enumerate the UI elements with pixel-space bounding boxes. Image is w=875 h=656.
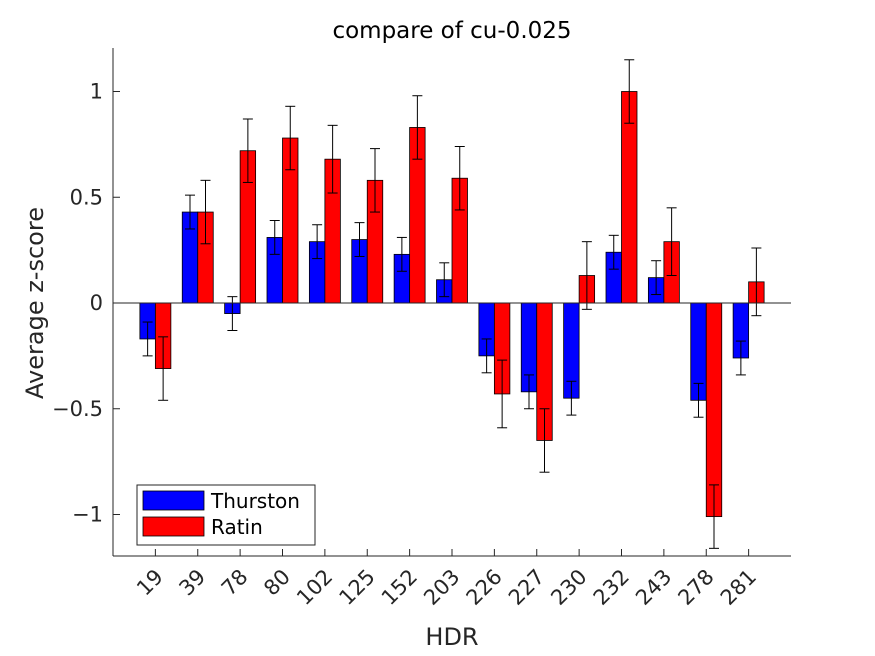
plot-area: [113, 59, 791, 549]
y-tick-label: −1: [72, 503, 103, 527]
x-axis-label: HDR: [425, 623, 478, 651]
y-tick-label: −0.5: [52, 397, 103, 421]
y-axis-label: Average z-score: [21, 207, 49, 399]
y-tick-label: 0.5: [70, 185, 103, 209]
y-axis: −1 −0.5 0 0.5 1: [52, 48, 120, 556]
y-tick-label: 1: [90, 80, 103, 104]
y-tick-label: 0: [90, 291, 103, 315]
legend-label-thurston: Thurston: [210, 489, 300, 513]
chart-title: compare of cu-0.025: [332, 18, 571, 44]
legend-swatch-thurston: [142, 490, 205, 511]
legend-label-ratin: Ratin: [211, 515, 263, 539]
legend-swatch-ratin: [142, 516, 205, 537]
